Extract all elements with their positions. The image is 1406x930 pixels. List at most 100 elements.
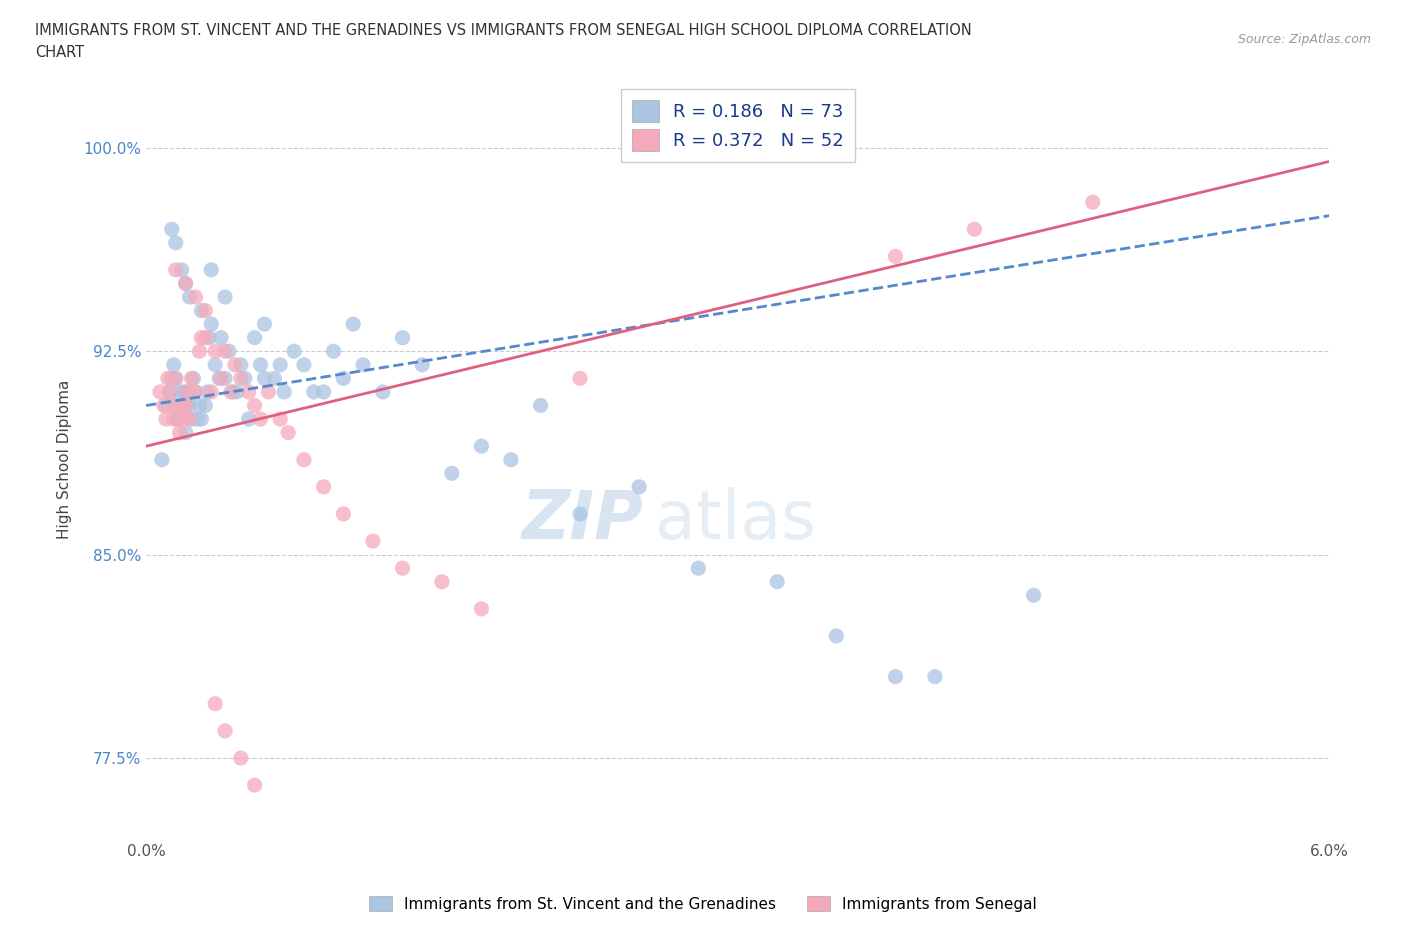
Point [209, 371, 232, 386]
Point [186, 412, 208, 427]
Point [411, 357, 433, 372]
Point [155, 412, 177, 427]
Point [160, 371, 183, 386]
Point [179, 412, 201, 427]
Point [283, 344, 305, 359]
Point [249, 412, 271, 427]
Point [332, 507, 354, 522]
Point [173, 412, 195, 427]
Point [766, 575, 789, 590]
Point [176, 384, 198, 399]
Point [569, 507, 592, 522]
Point [243, 398, 266, 413]
Point [176, 384, 198, 399]
Point [165, 371, 187, 386]
Point [1022, 588, 1045, 603]
Point [163, 412, 186, 427]
Point [170, 398, 193, 413]
Point [884, 670, 907, 684]
Point [238, 412, 260, 427]
Point [163, 357, 186, 372]
Point [292, 452, 315, 467]
Point [188, 344, 211, 359]
Point [269, 357, 291, 372]
Point [180, 412, 202, 427]
Point [688, 561, 710, 576]
Point [222, 384, 245, 399]
Point [200, 262, 222, 277]
Point [224, 357, 246, 372]
Point [963, 221, 986, 236]
Point [166, 412, 188, 427]
Point [174, 398, 197, 413]
Point [825, 629, 848, 644]
Point [302, 384, 325, 399]
Point [332, 371, 354, 386]
Point [165, 235, 187, 250]
Point [253, 371, 276, 386]
Point [440, 466, 463, 481]
Point [209, 330, 232, 345]
Point [214, 371, 236, 386]
Point [470, 602, 492, 617]
Point [229, 751, 252, 765]
Y-axis label: High School Diploma: High School Diploma [58, 380, 72, 539]
Point [200, 317, 222, 332]
Point [218, 344, 240, 359]
Point [233, 371, 256, 386]
Point [174, 398, 197, 413]
Point [159, 384, 181, 399]
Text: Source: ZipAtlas.com: Source: ZipAtlas.com [1237, 33, 1371, 46]
Point [352, 357, 374, 372]
Point [190, 412, 212, 427]
Point [292, 357, 315, 372]
Point [884, 249, 907, 264]
Point [371, 384, 394, 399]
Text: CHART: CHART [35, 45, 84, 60]
Point [166, 412, 188, 427]
Point [195, 384, 218, 399]
Point [194, 303, 217, 318]
Point [342, 317, 364, 332]
Point [225, 384, 247, 399]
Point [174, 276, 197, 291]
Point [229, 371, 252, 386]
Point [184, 384, 207, 399]
Point [173, 384, 195, 399]
Point [174, 276, 197, 291]
Point [170, 398, 193, 413]
Point [160, 221, 183, 236]
Point [190, 303, 212, 318]
Legend: Immigrants from St. Vincent and the Grenadines, Immigrants from Senegal: Immigrants from St. Vincent and the Gren… [363, 889, 1043, 918]
Point [165, 371, 187, 386]
Point [165, 262, 187, 277]
Point [200, 384, 222, 399]
Point [174, 425, 197, 440]
Point [1081, 194, 1104, 209]
Point [214, 344, 236, 359]
Point [499, 452, 522, 467]
Point [184, 384, 207, 399]
Point [219, 384, 242, 399]
Point [194, 330, 217, 345]
Text: ZIP: ZIP [522, 487, 643, 553]
Point [149, 384, 172, 399]
Point [243, 777, 266, 792]
Point [263, 371, 285, 386]
Point [277, 425, 299, 440]
Point [243, 330, 266, 345]
Legend: R = 0.186   N = 73, R = 0.372   N = 52: R = 0.186 N = 73, R = 0.372 N = 52 [621, 89, 855, 162]
Point [204, 344, 226, 359]
Point [183, 371, 205, 386]
Point [253, 317, 276, 332]
Point [165, 398, 187, 413]
Point [179, 398, 201, 413]
Point [169, 384, 191, 399]
Point [229, 357, 252, 372]
Point [180, 371, 202, 386]
Point [214, 724, 236, 738]
Point [190, 330, 212, 345]
Point [470, 439, 492, 454]
Point [269, 412, 291, 427]
Point [430, 575, 453, 590]
